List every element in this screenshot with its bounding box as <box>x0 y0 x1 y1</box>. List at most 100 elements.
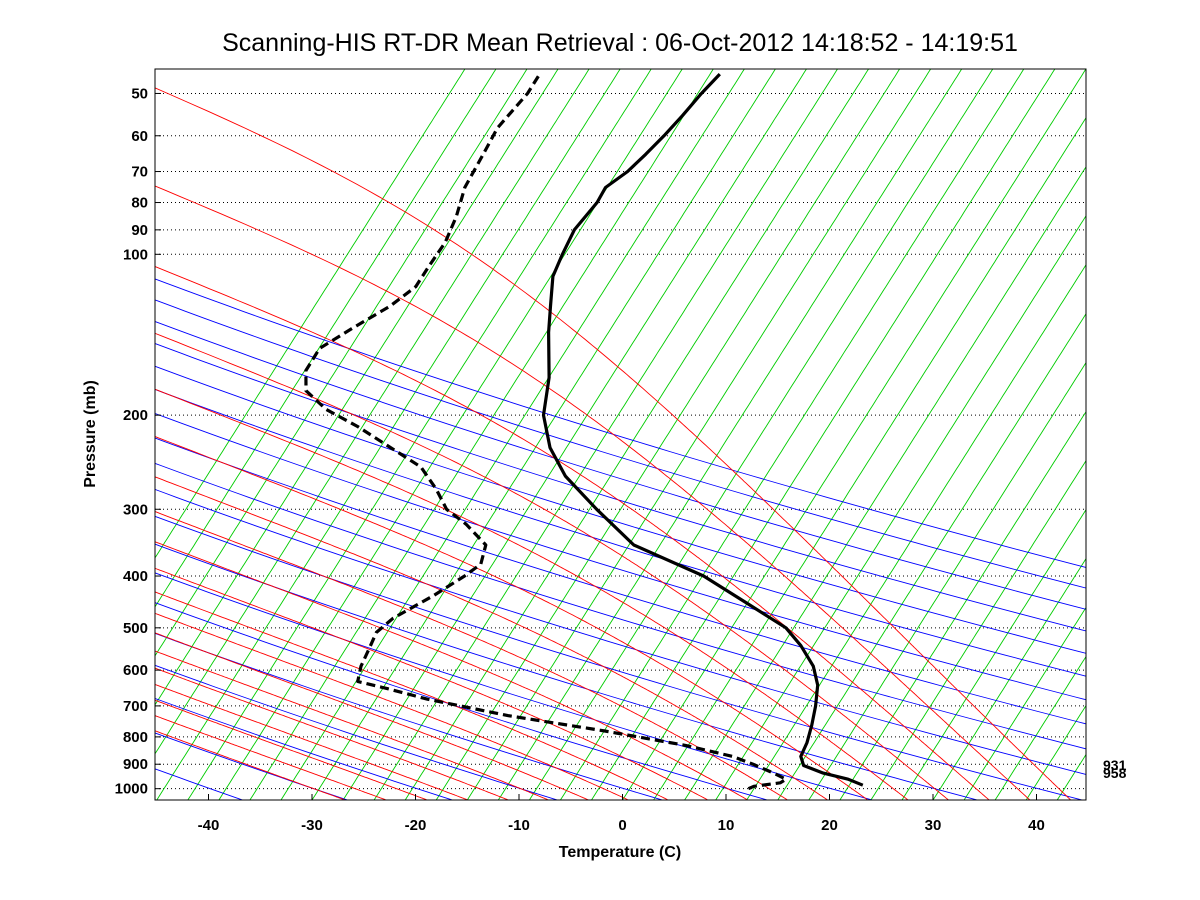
temperature-profile <box>541 72 864 787</box>
mixing-ratio-line <box>155 69 497 608</box>
moist-adiabat <box>155 436 869 800</box>
x-tick-label: -20 <box>405 817 427 834</box>
thermodynamic-background <box>155 69 1086 800</box>
mixing-ratio-line <box>777 312 1086 800</box>
mixing-ratio-line <box>839 410 1086 800</box>
y-tick-label: 600 <box>123 662 148 679</box>
mixing-ratio-line <box>155 69 559 706</box>
moist-adiabat <box>155 476 829 800</box>
x-tick-label: 30 <box>925 817 942 834</box>
y-tick-label: 90 <box>131 222 148 239</box>
dry-adiabat <box>155 321 1086 610</box>
dry-adiabat <box>155 299 1086 589</box>
moist-adiabat <box>155 612 630 800</box>
moist-adiabat <box>155 185 1031 800</box>
moist-adiabat <box>155 567 710 800</box>
dry-adiabat <box>155 572 874 800</box>
mixing-ratio-line <box>280 69 745 800</box>
mixing-ratio-line <box>373 69 838 800</box>
x-tick-label: 10 <box>718 817 735 834</box>
mixing-ratio-line <box>187 69 652 800</box>
y-axis-ticks: 50 60 70 80 90 100 200 300 400 500 600 700 800 900 100… <box>115 85 161 798</box>
x-tick-label: -30 <box>301 817 323 834</box>
mixing-ratio-line <box>590 69 1056 800</box>
moist-adiabats <box>155 87 1072 800</box>
moist-adiabat <box>155 730 347 800</box>
mixing-ratio-line <box>218 69 683 800</box>
mixing-ratio-line <box>249 69 714 800</box>
moist-adiabat <box>155 591 670 800</box>
x-tick-label: 20 <box>821 817 838 834</box>
profile-series <box>304 72 864 791</box>
y-tick-label: 50 <box>131 85 148 102</box>
y-tick-label: 800 <box>123 729 148 746</box>
mixing-ratio-line <box>559 69 1025 800</box>
y-tick-label: 700 <box>123 698 148 715</box>
mixing-ratio-line <box>808 361 1086 800</box>
dry-adiabat <box>155 343 1086 632</box>
dewpoint-profile <box>304 73 788 791</box>
x-axis-label: Temperature (C) <box>559 844 681 861</box>
mixing-ratio-line <box>155 69 466 559</box>
chart-title: Scanning-HIS RT-DR Mean Retrieval : 06-O… <box>222 29 1018 57</box>
y-tick-label: 900 <box>123 756 148 773</box>
dry-adiabat <box>155 488 1086 775</box>
y-tick-label: 100 <box>123 246 148 263</box>
y-tick-label: 60 <box>131 128 148 145</box>
mixing-ratio-line <box>901 508 1086 800</box>
moist-adiabat <box>155 667 510 800</box>
dry-adiabat <box>155 543 979 800</box>
mixing-ratio-line <box>932 557 1086 800</box>
dry-adiabat <box>155 632 664 800</box>
moist-adiabat <box>155 650 550 800</box>
mixing-ratio-line <box>746 263 1086 800</box>
x-tick-label: -10 <box>508 817 530 834</box>
x-axis-ticks: -40 -30 -20 -10 0 10 20 30 40 <box>198 794 1045 834</box>
mixing-ratio-line <box>528 69 994 800</box>
x-tick-label: 40 <box>1028 817 1045 834</box>
y-tick-label: 500 <box>123 620 148 637</box>
y-tick-label: 80 <box>131 195 148 212</box>
x-tick-label: -40 <box>198 817 220 834</box>
dry-adiabat <box>155 388 1086 677</box>
dry-adiabat <box>155 365 1086 654</box>
moist-adiabat <box>155 388 909 800</box>
moist-adiabat <box>155 699 429 800</box>
mixing-ratio-line <box>994 655 1086 800</box>
moist-adiabat <box>155 511 789 800</box>
dry-adiabat <box>155 278 1086 568</box>
moist-adiabat <box>155 266 990 800</box>
moist-adiabat <box>155 632 590 800</box>
y-tick-label: 200 <box>123 407 148 424</box>
moist-adiabat <box>155 332 950 800</box>
mixing-ratio-line <box>963 606 1086 800</box>
mixing-ratio-line <box>653 116 1086 800</box>
mixing-ratio-line <box>684 166 1086 800</box>
mixing-ratio-line <box>155 69 528 657</box>
dry-adiabat <box>155 412 1086 701</box>
side-label: 931 <box>1103 757 1127 773</box>
x-tick-label: 0 <box>618 817 626 834</box>
y-tick-label: 400 <box>123 568 148 585</box>
y-tick-label: 300 <box>123 501 148 518</box>
mixing-ratio-line <box>404 69 870 800</box>
mixing-ratio-line <box>155 69 590 755</box>
moist-adiabat <box>155 541 749 800</box>
mixing-ratio-line <box>715 214 1086 800</box>
dry-adiabat <box>155 664 559 800</box>
mixing-ratio-line <box>156 69 621 800</box>
mixing-ratio-line <box>342 69 807 800</box>
moist-adiabat <box>155 683 470 800</box>
y-tick-label: 1000 <box>115 781 148 798</box>
mixing-ratio-line <box>435 69 901 800</box>
mixing-ratio-line <box>311 69 776 800</box>
mixing-ratio-line <box>621 69 1086 800</box>
side-label: 958 <box>1103 765 1127 781</box>
mixing-ratio-line <box>497 69 963 800</box>
dry-adiabat <box>155 515 1084 800</box>
moist-adiabat <box>155 87 1072 800</box>
plot-frame <box>154 68 1087 801</box>
mixing-ratio-lines <box>155 69 1086 800</box>
dry-adiabat <box>155 602 769 800</box>
